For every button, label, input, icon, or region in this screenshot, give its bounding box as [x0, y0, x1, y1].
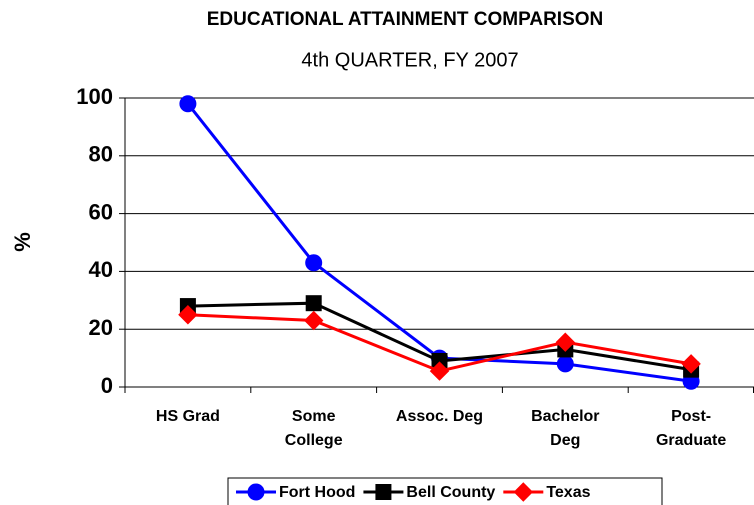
marker	[305, 254, 323, 272]
marker	[513, 482, 534, 502]
chart-title: EDUCATIONAL ATTAINMENT COMPARISON	[207, 9, 604, 30]
marker	[556, 355, 574, 373]
marker	[429, 361, 450, 381]
legend: Fort Hood Bell County Texas	[227, 477, 663, 505]
series-line	[186, 102, 692, 383]
y-axis-label: %	[10, 232, 35, 252]
marker	[303, 310, 324, 331]
y-tick-label: 40	[89, 257, 113, 282]
marker	[305, 295, 322, 312]
y-tick-label: 0	[101, 373, 113, 398]
marker	[375, 484, 392, 500]
marker	[681, 354, 701, 374]
marker	[178, 305, 198, 325]
x-tick-label: Bachelor Deg	[531, 408, 599, 449]
x-tick-label: Post-Graduate	[656, 408, 726, 449]
marker	[247, 483, 265, 501]
y-tick-label: 60	[89, 199, 113, 224]
marker	[555, 332, 576, 352]
chart-subtitle: 4th QUARTER, FY 2007	[301, 49, 518, 71]
legend-label: Bell County	[406, 484, 495, 501]
x-tick-label: Assoc. Deg	[396, 408, 483, 425]
legend-label: Fort Hood	[279, 484, 355, 501]
x-tick-label: Some College	[285, 408, 343, 449]
marker	[179, 95, 197, 113]
y-tick-label: 20	[89, 315, 113, 340]
legend-label: Texas	[546, 484, 590, 501]
y-tick-label: 100	[76, 84, 113, 109]
y-tick-label: 80	[89, 142, 113, 167]
x-tick-label: HS Grad	[156, 408, 220, 425]
legend-box	[227, 477, 663, 505]
